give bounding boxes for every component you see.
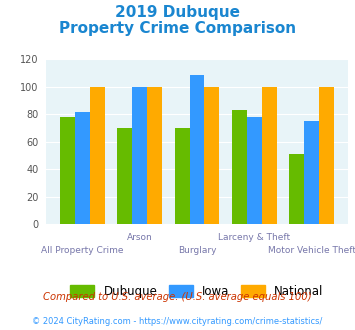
Text: © 2024 CityRating.com - https://www.cityrating.com/crime-statistics/: © 2024 CityRating.com - https://www.city… — [32, 317, 323, 326]
Bar — [304, 121, 319, 224]
Bar — [319, 87, 334, 224]
Text: Motor Vehicle Theft: Motor Vehicle Theft — [268, 246, 355, 255]
Bar — [175, 128, 190, 224]
Legend: Dubuque, Iowa, National: Dubuque, Iowa, National — [66, 280, 328, 302]
Bar — [262, 87, 277, 224]
Text: Burglary: Burglary — [178, 246, 216, 255]
Bar — [147, 87, 162, 224]
Bar — [247, 117, 262, 224]
Text: Larceny & Theft: Larceny & Theft — [218, 233, 290, 242]
Bar — [232, 110, 247, 224]
Bar — [190, 75, 204, 224]
Text: Compared to U.S. average. (U.S. average equals 100): Compared to U.S. average. (U.S. average … — [43, 292, 312, 302]
Text: Property Crime Comparison: Property Crime Comparison — [59, 21, 296, 36]
Bar — [117, 128, 132, 224]
Text: Arson: Arson — [127, 233, 153, 242]
Text: All Property Crime: All Property Crime — [41, 246, 124, 255]
Bar — [132, 87, 147, 224]
Bar — [204, 87, 219, 224]
Bar — [90, 87, 105, 224]
Bar — [60, 117, 75, 224]
Text: 2019 Dubuque: 2019 Dubuque — [115, 5, 240, 20]
Bar — [289, 154, 304, 224]
Bar — [75, 112, 90, 224]
